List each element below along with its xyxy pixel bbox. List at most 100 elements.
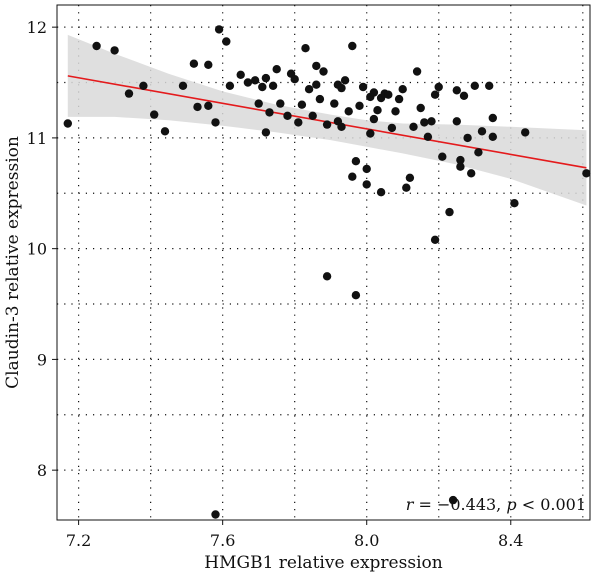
data-point [322,272,332,281]
data-point [384,90,393,99]
data-point [337,83,346,93]
data-point [456,162,465,171]
data-point [258,82,267,92]
r-symbol: r [406,495,415,514]
data-point [416,103,425,113]
data-point [467,169,476,178]
data-point [362,164,371,174]
y-tick-label: 10 [27,240,47,259]
x-tick-label: 8.0 [354,531,379,550]
p-value: < 0.001 [517,495,586,514]
y-tick-label: 9 [37,350,47,369]
data-point [319,67,328,76]
data-point [283,111,292,121]
data-point [337,122,346,131]
data-point [521,128,530,137]
data-point [398,85,407,94]
data-point [510,199,519,208]
data-point [376,188,386,197]
data-point [294,118,303,127]
correlation-annotation: r = −0.443, p < 0.001 [406,495,586,514]
data-point [297,100,307,109]
data-point [193,102,202,112]
data-point [427,117,436,126]
data-point [312,61,321,71]
p-symbol: p [506,495,516,514]
data-point [470,81,479,91]
data-point [312,80,321,89]
data-point [150,110,159,119]
data-point [485,81,494,91]
data-point [369,88,379,97]
axis-ticks: 7.2 7.6 8.0 8.4 8 9 10 11 12 [27,18,524,550]
data-point [430,90,440,99]
data-point [348,41,357,51]
data-point [322,120,332,129]
data-point [139,81,148,91]
data-point [402,183,411,192]
data-point [438,152,447,161]
data-point [330,99,339,108]
data-point [225,81,235,91]
y-tick-label: 8 [37,461,47,480]
data-point [204,101,213,111]
data-point [387,123,397,133]
data-point [243,78,253,87]
data-point [189,59,199,68]
data-point [430,235,440,244]
data-point [250,76,260,85]
data-point [488,132,497,141]
data-point [366,129,375,138]
x-tick-label: 8.4 [498,531,523,550]
data-point [340,76,350,85]
data-point [178,81,188,91]
data-point [582,169,591,178]
data-point [362,180,371,189]
data-point [290,75,299,84]
data-points [63,25,591,519]
data-point [211,118,220,127]
data-point [110,46,119,55]
data-point [405,173,415,182]
data-point [254,99,263,108]
data-point [452,86,461,95]
data-point [434,82,443,92]
data-point [204,60,213,69]
data-point [222,37,231,46]
data-point [344,107,353,116]
data-point [265,108,274,117]
data-point [423,132,433,141]
data-point [315,94,325,104]
data-point [488,113,497,123]
data-point [301,44,310,53]
data-point [268,81,278,91]
data-point [459,91,469,101]
data-point [214,25,224,34]
data-point [412,67,422,76]
plot-frame [56,4,591,521]
data-point [456,155,465,165]
data-point [92,41,101,51]
data-point [477,127,487,136]
data-point [445,207,454,217]
data-point [391,107,400,116]
data-point [448,495,458,505]
data-point [308,111,317,121]
data-point [211,510,220,519]
x-tick-label: 7.6 [210,531,235,550]
data-point [348,172,357,181]
data-point [276,99,285,108]
data-point [124,89,134,98]
data-point [261,128,271,137]
x-tick-label: 7.2 [66,531,91,550]
data-point [420,118,429,127]
x-axis-label: HMGB1 relative expression [204,553,442,573]
data-point [351,157,361,166]
data-point [373,106,382,115]
data-point [409,122,418,131]
data-point [63,119,72,128]
data-point [358,82,368,92]
data-point [272,65,281,74]
